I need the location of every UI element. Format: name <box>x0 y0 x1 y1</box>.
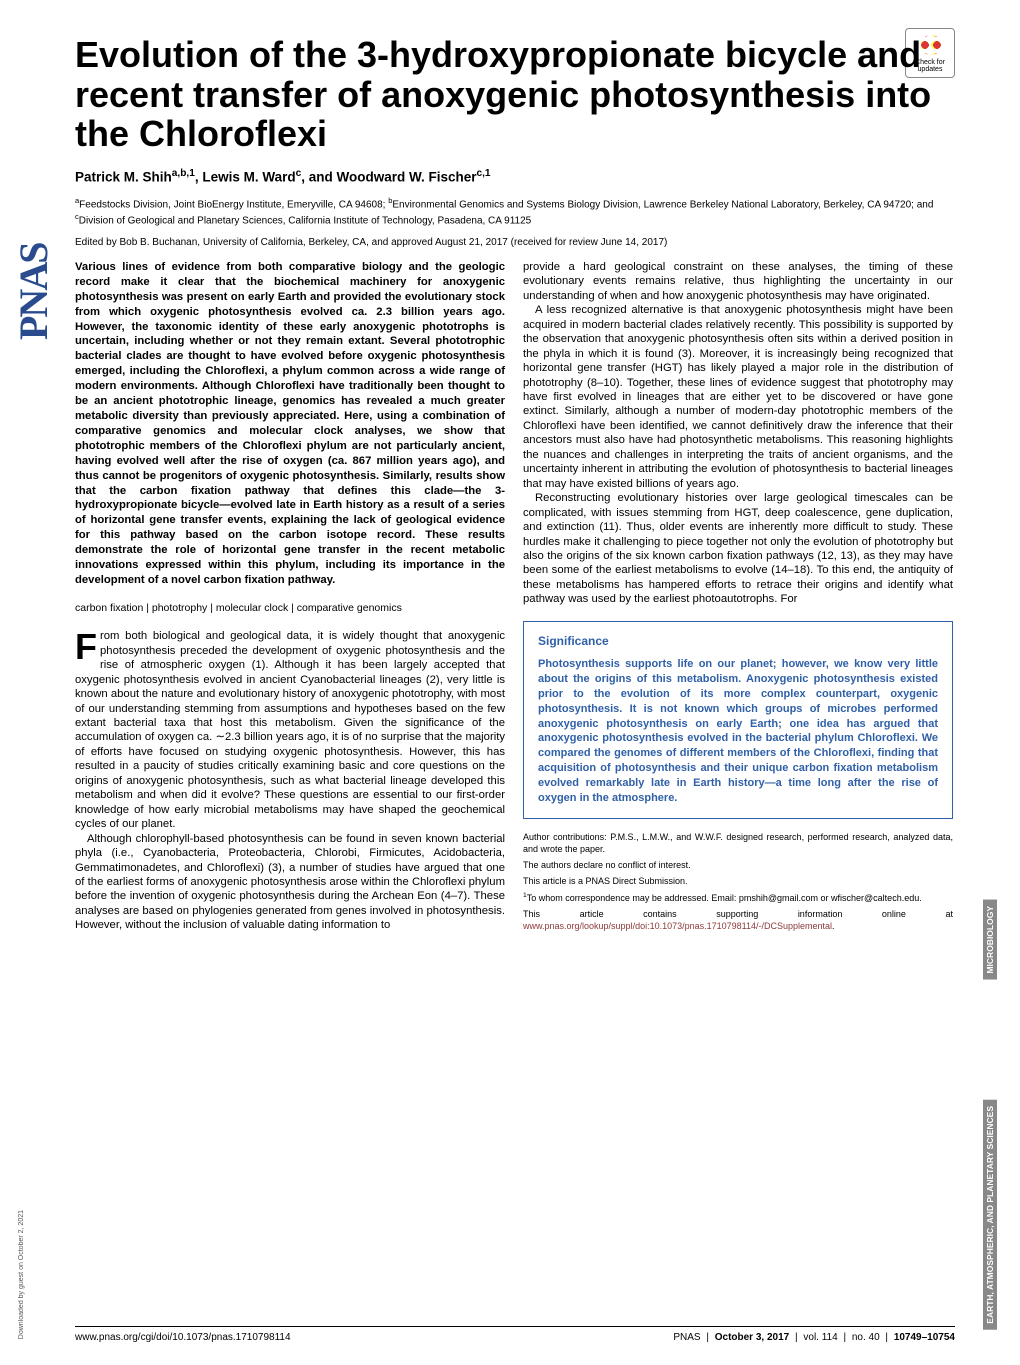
dropcap: F <box>75 629 100 661</box>
article-content: Evolution of the 3-hydroxypropionate bic… <box>75 35 955 937</box>
body-r2: A less recognized alternative is that an… <box>523 303 953 491</box>
side-section-labels-2: EARTH, ATMOSPHERIC, AND PLANETARY SCIENC… <box>980 1100 1000 1341</box>
authors: Patrick M. Shiha,b,1, Lewis M. Wardc, an… <box>75 168 955 185</box>
conflict-statement: The authors declare no conflict of inter… <box>523 859 953 871</box>
body-r3: Reconstructing evolutionary histories ov… <box>523 491 953 607</box>
body-p2: Although chlorophyll-based photosynthesi… <box>75 832 505 933</box>
correspondence: 1To whom correspondence may be addressed… <box>523 891 953 904</box>
footer-citation: PNAS | October 3, 2017 | vol. 114 | no. … <box>673 1332 955 1343</box>
significance-body: Photosynthesis supports life on our plan… <box>538 657 938 805</box>
download-note: Downloaded by guest on October 2, 2021 <box>18 1210 25 1339</box>
article-title: Evolution of the 3-hydroxypropionate bic… <box>75 35 955 154</box>
supporting-info: This article contains supporting informa… <box>523 908 953 932</box>
side-label-micro: MICROBIOLOGY <box>983 900 997 980</box>
pnas-logo: PNAS <box>10 60 48 340</box>
side-label-earth: EARTH, ATMOSPHERIC, AND PLANETARY SCIENC… <box>983 1100 997 1330</box>
body-p1: From both biological and geological data… <box>75 629 505 831</box>
left-column: Various lines of evidence from both comp… <box>75 260 505 937</box>
direct-submission: This article is a PNAS Direct Submission… <box>523 875 953 887</box>
body-r1: provide a hard geological constraint on … <box>523 260 953 303</box>
right-column: provide a hard geological constraint on … <box>523 260 953 937</box>
two-column-body: Various lines of evidence from both comp… <box>75 260 955 937</box>
author-contributions: Author contributions: P.M.S., L.M.W., an… <box>523 831 953 855</box>
significance-title: Significance <box>538 634 938 649</box>
edited-line: Edited by Bob B. Buchanan, University of… <box>75 237 955 248</box>
side-section-labels: MICROBIOLOGY <box>980 900 1000 991</box>
significance-box: Significance Photosynthesis supports lif… <box>523 621 953 819</box>
keywords: carbon fixation | phototrophy | molecula… <box>75 602 505 615</box>
affiliations: aFeedstocks Division, Joint BioEnergy In… <box>75 196 955 227</box>
footer-doi[interactable]: www.pnas.org/cgi/doi/10.1073/pnas.171079… <box>75 1332 291 1343</box>
footnotes: Author contributions: P.M.S., L.M.W., an… <box>523 831 953 933</box>
page-footer: www.pnas.org/cgi/doi/10.1073/pnas.171079… <box>75 1326 955 1343</box>
abstract: Various lines of evidence from both comp… <box>75 260 505 588</box>
